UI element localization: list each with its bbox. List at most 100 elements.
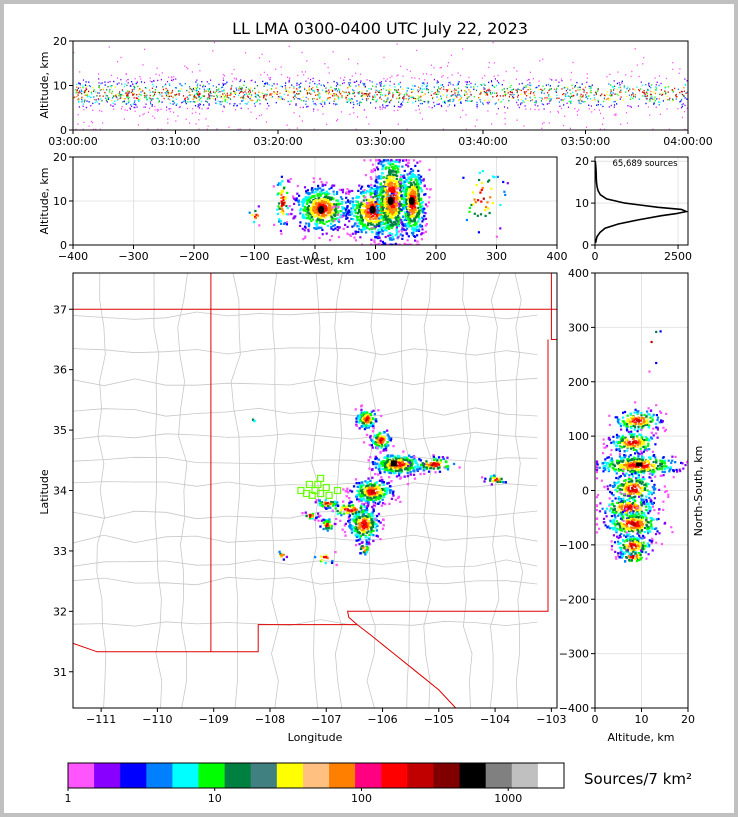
source-dot — [336, 120, 338, 122]
source-dot — [133, 97, 135, 99]
source-dot — [642, 63, 644, 65]
source-dot — [352, 204, 355, 207]
source-dot — [317, 187, 320, 190]
source-dot — [348, 100, 350, 102]
source-dot — [399, 175, 402, 178]
source-dot — [389, 169, 393, 172]
source-dot — [362, 424, 366, 427]
source-dot — [285, 82, 287, 84]
source-dot — [279, 96, 281, 98]
source-dot — [193, 89, 195, 91]
county-boundary — [462, 273, 473, 708]
source-dot — [371, 227, 374, 230]
source-dot — [350, 102, 352, 104]
source-dot — [205, 90, 208, 92]
source-dot — [355, 215, 358, 218]
source-dot — [247, 108, 249, 110]
source-dot — [346, 232, 349, 235]
source-dot — [400, 208, 403, 211]
source-dot — [339, 93, 341, 95]
source-dot — [405, 188, 408, 191]
source-dot — [324, 195, 327, 198]
source-dot — [374, 236, 377, 239]
altitude-histogram-grid — [595, 157, 688, 245]
source-dot — [203, 104, 205, 106]
source-dot — [172, 100, 174, 102]
source-dot — [367, 426, 370, 429]
source-dot — [301, 99, 303, 102]
source-dot — [154, 109, 156, 111]
source-dot — [307, 212, 310, 215]
source-dot — [280, 175, 283, 178]
source-dot — [193, 101, 195, 103]
source-dot — [168, 83, 170, 85]
source-dot — [323, 213, 326, 216]
source-dot — [216, 96, 218, 98]
source-dot — [615, 114, 617, 116]
source-dot — [254, 209, 257, 213]
source-dot — [277, 205, 280, 208]
source-dot — [675, 96, 677, 98]
source-dot — [370, 220, 374, 223]
source-dot — [352, 106, 354, 109]
source-dot — [169, 110, 171, 113]
source-dot — [76, 91, 78, 93]
source-dot — [150, 97, 152, 100]
source-dot — [319, 202, 322, 205]
source-dot — [497, 107, 499, 110]
source-dot — [391, 235, 394, 238]
source-dot — [245, 98, 247, 100]
source-dot — [306, 92, 308, 94]
source-dot — [222, 73, 224, 76]
source-dot — [396, 224, 399, 227]
source-dot — [151, 104, 153, 106]
source-dot — [586, 77, 588, 79]
source-dot — [289, 77, 291, 79]
source-dot — [246, 103, 248, 105]
source-dot — [369, 176, 372, 179]
source-dot — [392, 205, 395, 208]
source-dot — [199, 93, 201, 95]
source-dot — [654, 77, 656, 79]
source-dot — [428, 196, 431, 199]
source-dot — [455, 95, 457, 97]
source-dot — [380, 208, 383, 212]
source-dot — [404, 465, 407, 468]
source-dot — [416, 463, 419, 466]
source-dot — [625, 112, 628, 114]
source-dot — [476, 214, 479, 217]
source-dot — [372, 85, 374, 87]
source-dot — [413, 470, 416, 473]
source-dot — [332, 204, 335, 207]
source-dot — [368, 443, 371, 447]
source-dot — [440, 98, 442, 100]
source-dot — [384, 444, 387, 447]
source-dot — [392, 194, 395, 197]
source-dot — [475, 89, 478, 92]
source-dot — [380, 81, 382, 83]
source-dot — [405, 198, 408, 201]
source-dot — [296, 93, 298, 95]
source-dot — [160, 108, 162, 110]
source-dot — [243, 80, 245, 83]
source-dot — [155, 73, 157, 75]
source-dot — [499, 95, 501, 97]
source-dot — [125, 73, 127, 76]
source-dot — [275, 101, 277, 104]
source-dot — [207, 125, 209, 127]
source-dot — [388, 471, 391, 474]
source-dot — [191, 87, 193, 90]
source-dot — [390, 480, 393, 483]
source-dot — [363, 209, 366, 212]
source-dot — [168, 95, 170, 98]
source-dot — [333, 93, 335, 95]
source-dot — [424, 93, 426, 95]
source-dot — [638, 90, 641, 92]
source-dot — [417, 192, 420, 195]
altitude-eastwest-xlabel: East-West, km — [276, 254, 354, 267]
source-dot — [79, 71, 81, 73]
source-dot — [356, 100, 358, 102]
source-dot — [332, 224, 335, 227]
source-dot — [684, 104, 686, 107]
